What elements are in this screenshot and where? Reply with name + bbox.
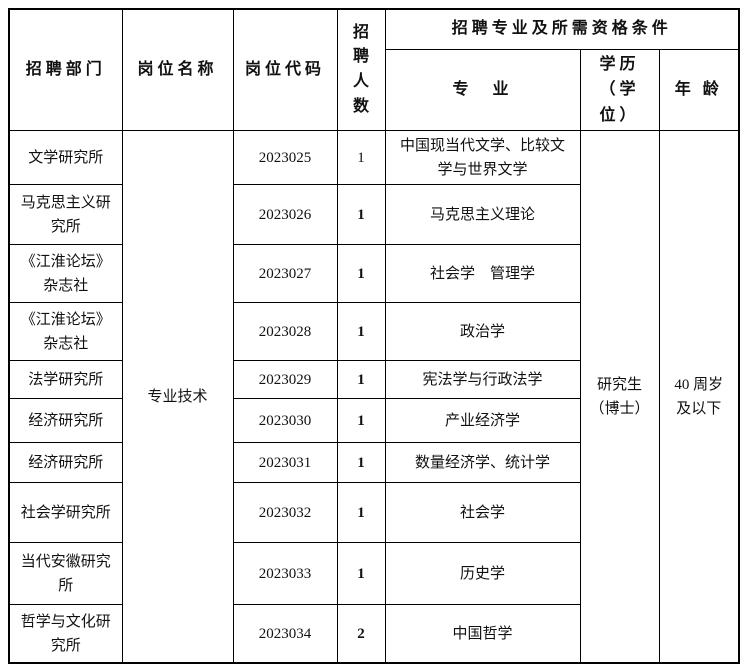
dept-cell: 文学研究所 [8,130,123,186]
dept-cell: 法学研究所 [8,360,123,400]
header-position: 岗位名称 [121,8,234,132]
code-cell: 2023032 [232,482,338,544]
code-cell: 2023033 [232,542,338,606]
header-count-label: 招聘人数 [352,23,369,115]
table-row: 经济研究所 2023030 1 产业经济学 [8,398,739,444]
major-cell: 中国现当代文学、比较文学与世界文学 [384,130,581,186]
major-cell: 历史学 [384,542,581,606]
dept-cell: 社会学研究所 [8,482,123,544]
table-row: 《江淮论坛》杂志社 2023028 1 政治学 [8,302,739,362]
header-row-2: 专 业 学历 （学位） 年 龄 [9,48,740,132]
dept-cell: 马克思主义研究所 [8,184,123,246]
major-cell: 中国哲学 [384,604,581,664]
major-cell: 社会学 管理学 [384,244,581,304]
count-cell: 1 [336,482,386,544]
table-row: 文学研究所 专业技术 2023025 1 中国现当代文学、比较文学与世界文学 研… [8,130,740,664]
count-cell: 1 [336,244,386,304]
header-dept: 招聘部门 [8,8,123,132]
major-cell: 政治学 [384,302,581,362]
major-cell: 社会学 [384,482,581,544]
header-code: 岗位代码 [232,8,338,132]
table-row: 社会学研究所 2023032 1 社会学 [8,482,739,544]
code-cell: 2023030 [232,398,338,444]
header-age: 年 龄 [658,48,740,132]
major-cell: 宪法学与行政法学 [384,360,581,400]
major-cell: 数量经济学、统计学 [384,442,581,484]
header-count: 招聘人数 [336,8,386,132]
code-cell: 2023029 [232,360,338,400]
dept-cell: 哲学与文化研究所 [8,604,123,664]
recruitment-table: 招聘部门 岗位名称 岗位代码 招聘人数 招聘专业及所需资格条件 专 业 学历 （… [8,8,741,664]
count-cell: 1 [336,442,386,484]
code-cell: 2023034 [232,604,338,664]
code-cell: 2023026 [232,184,338,246]
header-major: 专 业 [384,48,581,132]
table-row: 马克思主义研究所 2023026 1 马克思主义理论 [8,184,739,246]
count-cell: 2 [336,604,386,664]
header-qualifications: 招聘专业及所需资格条件 [384,8,740,50]
header-degree: 学历 （学位） [579,48,660,132]
dept-cell: 经济研究所 [8,398,123,444]
degree-merged-cell: 研究生 （博士） [579,130,660,664]
table-row: 经济研究所 2023031 1 数量经济学、统计学 [8,442,739,484]
count-cell: 1 [336,302,386,362]
major-cell: 产业经济学 [384,398,581,444]
count-cell: 1 [336,130,386,186]
code-cell: 2023031 [232,442,338,484]
count-cell: 1 [336,542,386,606]
table-row: 当代安徽研究所 2023033 1 历史学 [8,542,739,606]
dept-cell: 经济研究所 [8,442,123,484]
count-cell: 1 [336,360,386,400]
count-cell: 1 [336,184,386,246]
header-row-1: 招聘部门 岗位名称 岗位代码 招聘人数 招聘专业及所需资格条件 [8,8,740,132]
dept-cell: 《江淮论坛》杂志社 [8,244,123,304]
major-cell: 马克思主义理论 [384,184,581,246]
age-merged-cell: 40 周岁 及以下 [658,130,740,664]
code-cell: 2023028 [232,302,338,362]
position-merged-cell: 专业技术 [121,130,234,664]
code-cell: 2023027 [232,244,338,304]
code-cell: 2023025 [232,130,338,186]
count-cell: 1 [336,398,386,444]
dept-cell: 当代安徽研究所 [8,542,123,606]
dept-cell: 《江淮论坛》杂志社 [8,302,123,362]
table-row: 哲学与文化研究所 2023034 2 中国哲学 [8,604,739,664]
table-row: 法学研究所 2023029 1 宪法学与行政法学 [8,360,739,400]
